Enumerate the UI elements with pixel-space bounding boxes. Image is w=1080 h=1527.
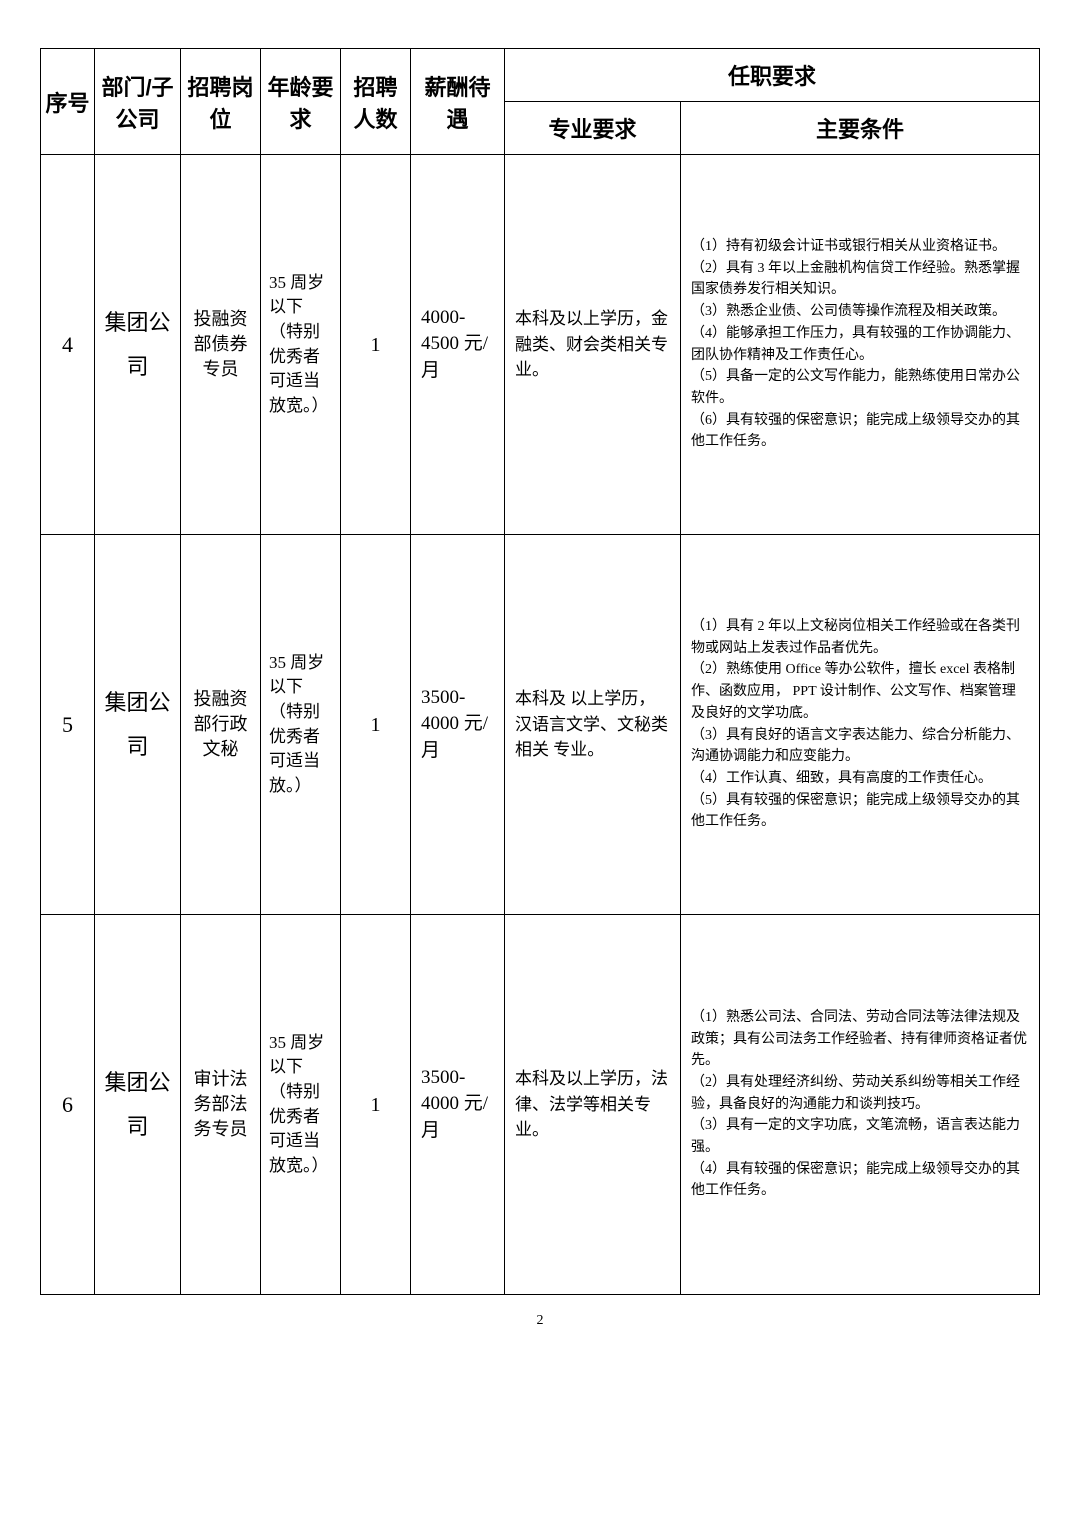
cell-age: 35 周岁以下（特别优秀者可适当放宽。） — [261, 155, 341, 535]
cell-salary: 3500-4000 元/月 — [411, 535, 505, 915]
page-number: 2 — [40, 1313, 1040, 1329]
header-dept: 部门/子公司 — [95, 49, 181, 155]
cell-count: 1 — [341, 155, 411, 535]
header-position: 招聘岗位 — [181, 49, 261, 155]
table-row: 6集团公司审计法务部法务专员35 周岁以下（特别优秀者可适当放宽。）13500-… — [41, 915, 1040, 1295]
recruitment-table: 序号 部门/子公司 招聘岗位 年龄要求 招聘人数 薪酬待遇 任职要求 专业要求 … — [40, 48, 1040, 1295]
cell-count: 1 — [341, 535, 411, 915]
header-salary: 薪酬待遇 — [411, 49, 505, 155]
cell-major: 本科及 以上学历，汉语言文学、文秘类相关 专业。 — [505, 535, 681, 915]
header-seq: 序号 — [41, 49, 95, 155]
cell-major: 本科及以上学历，法律、法学等相关专业。 — [505, 915, 681, 1295]
cell-dept: 集团公司 — [95, 915, 181, 1295]
table-header: 序号 部门/子公司 招聘岗位 年龄要求 招聘人数 薪酬待遇 任职要求 专业要求 … — [41, 49, 1040, 155]
table-row: 4集团公司投融资部债券专员35 周岁以下（特别优秀者可适当放宽。）14000-4… — [41, 155, 1040, 535]
table-body: 4集团公司投融资部债券专员35 周岁以下（特别优秀者可适当放宽。）14000-4… — [41, 155, 1040, 1295]
cell-dept: 集团公司 — [95, 535, 181, 915]
cell-count: 1 — [341, 915, 411, 1295]
cell-seq: 6 — [41, 915, 95, 1295]
table-row: 5集团公司投融资部行政文秘35 周岁以下（特别优秀者可适当放。）13500-40… — [41, 535, 1040, 915]
cell-position: 审计法务部法务专员 — [181, 915, 261, 1295]
cell-age: 35 周岁以下（特别优秀者可适当放宽。） — [261, 915, 341, 1295]
cell-position: 投融资部债券专员 — [181, 155, 261, 535]
header-major: 专业要求 — [505, 102, 681, 155]
cell-position: 投融资部行政文秘 — [181, 535, 261, 915]
cell-seq: 5 — [41, 535, 95, 915]
cell-requirements: （1）持有初级会计证书或银行相关从业资格证书。 （2）具有 3 年以上金融机构信… — [681, 155, 1040, 535]
header-age: 年龄要求 — [261, 49, 341, 155]
header-jobreq: 任职要求 — [505, 49, 1040, 102]
cell-salary: 3500-4000 元/月 — [411, 915, 505, 1295]
cell-salary: 4000-4500 元/月 — [411, 155, 505, 535]
cell-seq: 4 — [41, 155, 95, 535]
header-mainreq: 主要条件 — [681, 102, 1040, 155]
header-count: 招聘人数 — [341, 49, 411, 155]
cell-requirements: （1）熟悉公司法、合同法、劳动合同法等法律法规及政策；具有公司法务工作经验者、持… — [681, 915, 1040, 1295]
cell-major: 本科及以上学历，金融类、财会类相关专业。 — [505, 155, 681, 535]
cell-requirements: （1）具有 2 年以上文秘岗位相关工作经验或在各类刊物或网站上发表过作品者优先。… — [681, 535, 1040, 915]
cell-dept: 集团公司 — [95, 155, 181, 535]
cell-age: 35 周岁以下（特别优秀者可适当放。） — [261, 535, 341, 915]
